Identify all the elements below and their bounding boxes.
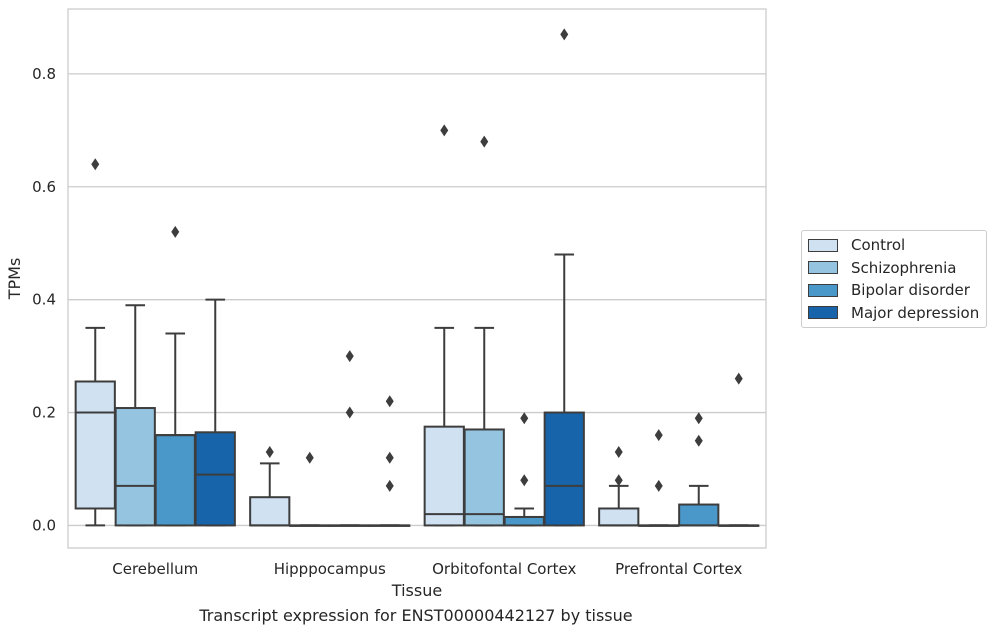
legend-label-bipolar-disorder: Bipolar disorder xyxy=(851,281,970,300)
outlier-control-hipppocampus xyxy=(265,446,274,459)
box-control-cerebellum xyxy=(74,380,116,510)
outlier-bipolar-disorder-hipppocampus xyxy=(345,406,354,419)
outlier-bipolar-disorder-prefrontal-cortex xyxy=(694,434,703,447)
box-bipolar-disorder-orbitofontal-cortex xyxy=(503,515,545,527)
x-axis-ticks: Cerebellum Hipppocampus Orbitofontal Corte… xyxy=(112,560,742,578)
y-tick-label: 0.0 xyxy=(32,516,56,534)
box-groups xyxy=(74,28,760,527)
outlier-schizophrenia-prefrontal-cortex xyxy=(654,479,663,492)
outlier-major-depression-hipppocampus xyxy=(385,395,394,408)
outlier-schizophrenia-orbitofontal-cortex xyxy=(480,135,489,148)
outlier-major-depression-prefrontal-cortex xyxy=(734,372,743,385)
x-tick-label: Hipppocampus xyxy=(274,560,386,578)
outlier-bipolar-disorder-cerebellum xyxy=(171,225,180,238)
legend-item-bipolar-disorder: Bipolar disorder xyxy=(802,279,986,302)
outlier-bipolar-disorder-hipppocampus xyxy=(345,350,354,363)
box-control-prefrontal-cortex xyxy=(598,507,640,527)
outlier-major-depression-orbitofontal-cortex xyxy=(560,28,569,41)
outlier-control-prefrontal-cortex xyxy=(614,474,623,487)
y-axis-ticks: 0.0 0.2 0.4 0.6 0.8 xyxy=(32,65,56,535)
legend-swatch-bipolar-disorder xyxy=(808,283,838,297)
box-major-depression-orbitofontal-cortex xyxy=(543,411,585,527)
box-schizophrenia-cerebellum xyxy=(114,407,156,527)
box-bipolar-disorder-cerebellum xyxy=(154,434,196,527)
outlier-schizophrenia-hipppocampus xyxy=(305,451,314,464)
box-major-depression-cerebellum xyxy=(194,431,236,527)
x-axis-label: Tissue xyxy=(391,581,442,600)
box-schizophrenia-orbitofontal-cortex xyxy=(463,428,505,527)
y-tick-label: 0.6 xyxy=(32,178,56,196)
legend-swatch-control xyxy=(808,238,838,252)
box-bipolar-disorder-prefrontal-cortex xyxy=(678,503,720,527)
legend-label-schizophrenia: Schizophrenia xyxy=(851,258,957,277)
y-tick-label: 0.2 xyxy=(32,404,56,422)
box-control-orbitofontal-cortex xyxy=(423,425,465,527)
legend: Control Schizophrenia Bipolar disorder M… xyxy=(801,230,987,328)
x-tick-label: Prefrontal Cortex xyxy=(615,560,742,578)
outlier-schizophrenia-prefrontal-cortex xyxy=(654,429,663,442)
box-control-hipppocampus xyxy=(249,496,291,527)
y-axis-label: TPMs xyxy=(5,258,24,301)
plot-frame xyxy=(67,8,767,549)
y-tick-label: 0.4 xyxy=(32,291,56,309)
figure-caption: Transcript expression for ENST0000044212… xyxy=(199,606,633,625)
x-tick-label: Orbitofontal Cortex xyxy=(432,560,576,578)
legend-swatch-major-depression xyxy=(808,306,838,320)
outlier-bipolar-disorder-prefrontal-cortex xyxy=(694,412,703,425)
outlier-control-orbitofontal-cortex xyxy=(440,124,449,137)
y-tick-label: 0.8 xyxy=(32,65,56,83)
legend-swatch-schizophrenia xyxy=(808,261,838,275)
x-tick-label: Cerebellum xyxy=(112,560,198,578)
legend-item-major-depression: Major depression xyxy=(802,302,986,325)
outlier-major-depression-hipppocampus xyxy=(385,479,394,492)
legend-item-schizophrenia: Schizophrenia xyxy=(802,257,986,280)
legend-item-control: Control xyxy=(802,234,986,257)
legend-label-major-depression: Major depression xyxy=(851,303,980,322)
outlier-bipolar-disorder-orbitofontal-cortex xyxy=(520,474,529,487)
outlier-major-depression-hipppocampus xyxy=(385,451,394,464)
outlier-bipolar-disorder-orbitofontal-cortex xyxy=(520,412,529,425)
outlier-control-cerebellum xyxy=(91,158,100,171)
legend-label-control: Control xyxy=(851,236,906,255)
outlier-control-prefrontal-cortex xyxy=(614,446,623,459)
